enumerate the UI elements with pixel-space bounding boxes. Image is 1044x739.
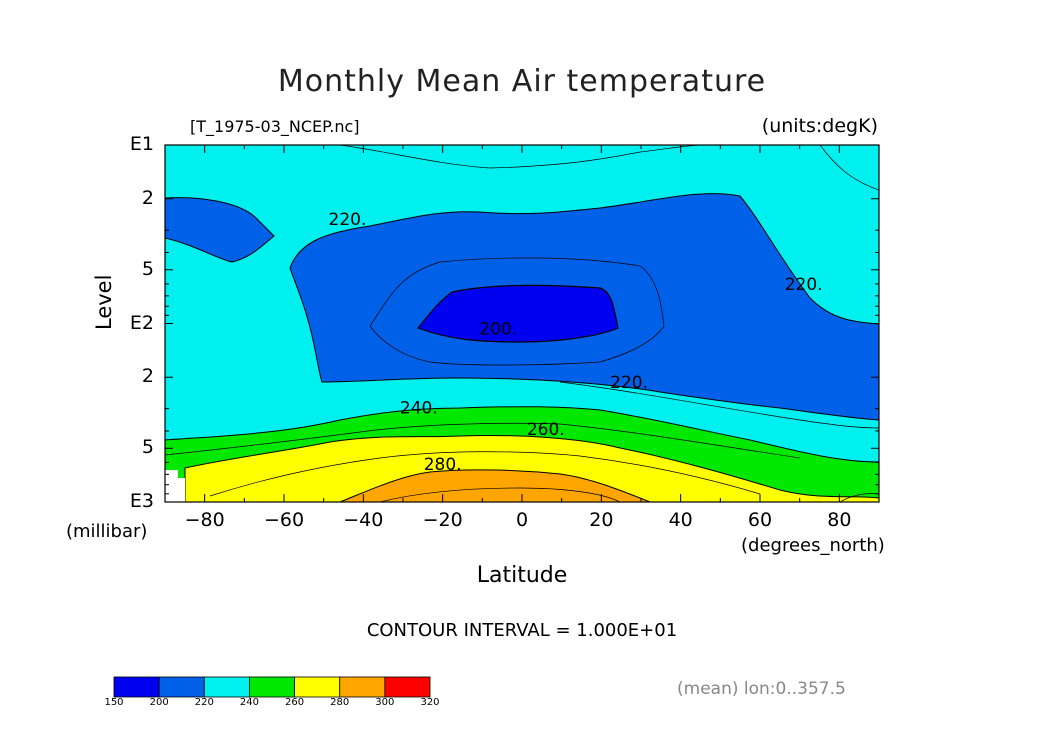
colorbar-tick-label: 280 <box>330 697 350 708</box>
colorbar-swatch <box>113 676 160 698</box>
mean-label: (mean) lon:0..357.5 <box>677 679 846 699</box>
contour-line <box>369 257 665 366</box>
x-axis-label: Latitude <box>476 563 568 588</box>
contour-label: 220. <box>329 210 367 230</box>
units-label: (units:degK) <box>761 115 878 137</box>
colorbar-tick-label: 240 <box>239 697 259 708</box>
colorbar-swatch <box>384 676 431 698</box>
x-tick-label: −40 <box>343 509 384 531</box>
colorbar-tick-label: 150 <box>104 697 124 708</box>
contour-line <box>379 487 621 502</box>
colorbar-swatch <box>249 676 295 698</box>
x-tick-label: −80 <box>184 509 225 531</box>
colorbar-tick-label: 320 <box>420 697 440 708</box>
contour-line <box>209 451 761 497</box>
colorbar-swatch <box>158 676 205 698</box>
colorbar-tick-label: 220 <box>194 697 214 708</box>
y-tick-label: E2 <box>129 311 154 334</box>
chart-title: Monthly Mean Air temperature <box>277 64 767 99</box>
y-tick-label: E3 <box>129 490 154 512</box>
x-axis-units: (degrees_north) <box>741 535 885 556</box>
colorbar-swatch <box>203 676 250 698</box>
contour-fills <box>165 145 879 502</box>
colorbar-tick-label: 260 <box>285 697 305 708</box>
colorbar <box>113 676 431 698</box>
x-tick-label: 20 <box>589 509 614 531</box>
colorbar-tick-label: 200 <box>149 697 169 708</box>
region-200-220-polar <box>165 197 275 263</box>
contour-label: 240. <box>400 399 438 419</box>
contour-label: 280. <box>424 455 462 475</box>
contour-label: 220. <box>610 373 648 393</box>
below-surface-mask <box>165 470 185 502</box>
y-tick-label: 2 <box>141 365 154 388</box>
contour-label: 220. <box>785 275 823 295</box>
contour-line <box>165 422 801 459</box>
region-260-280 <box>184 435 879 502</box>
x-tick-label: 0 <box>515 509 529 531</box>
x-tick-label: 40 <box>668 509 693 531</box>
region-280-300 <box>339 469 651 502</box>
contour-line <box>819 145 879 191</box>
y-axis-label: Level <box>92 274 116 330</box>
contour-label: 260. <box>527 420 565 440</box>
file-label: [T_1975-03_NCEP.nc] <box>190 117 360 136</box>
y-axis-units: (millibar) <box>66 521 148 542</box>
colorbar-swatch <box>339 676 386 698</box>
colorbar-tick-label: 300 <box>375 697 395 708</box>
x-tick-label: 60 <box>747 509 773 531</box>
x-tick-label: −60 <box>263 509 305 531</box>
y-tick-label: 2 <box>141 186 154 209</box>
x-tick-label: −20 <box>422 509 463 531</box>
y-tick-label: E1 <box>129 133 154 155</box>
colorbar-swatch <box>294 676 341 698</box>
y-tick-label: 5 <box>141 436 154 459</box>
contour-line <box>559 381 879 429</box>
contour-label: 200. <box>479 319 517 339</box>
contour-interval-label: CONTOUR INTERVAL = 1.000E+01 <box>366 620 678 641</box>
region-below-200 <box>416 284 619 343</box>
contour-line <box>339 145 701 169</box>
x-tick-label: 80 <box>827 509 852 531</box>
y-tick-label: 5 <box>141 257 154 280</box>
